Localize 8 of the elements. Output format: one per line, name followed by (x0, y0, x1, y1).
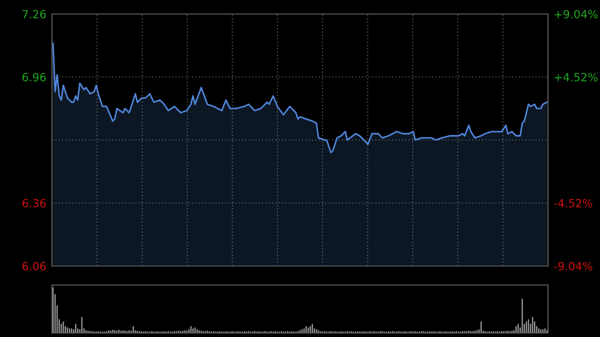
y-tick-label: 6.36 (22, 198, 46, 208)
y2-tick-label: -4.52% (554, 198, 592, 208)
y2-tick-label: +9.04% (554, 10, 598, 18)
y-tick-label: 7.26 (22, 10, 46, 18)
y-tick-label: 6.06 (22, 262, 46, 270)
y2-tick-label: -9.04% (554, 262, 592, 270)
y2-tick-label: +4.52% (554, 72, 598, 82)
y-tick-label: 6.96 (22, 72, 46, 82)
